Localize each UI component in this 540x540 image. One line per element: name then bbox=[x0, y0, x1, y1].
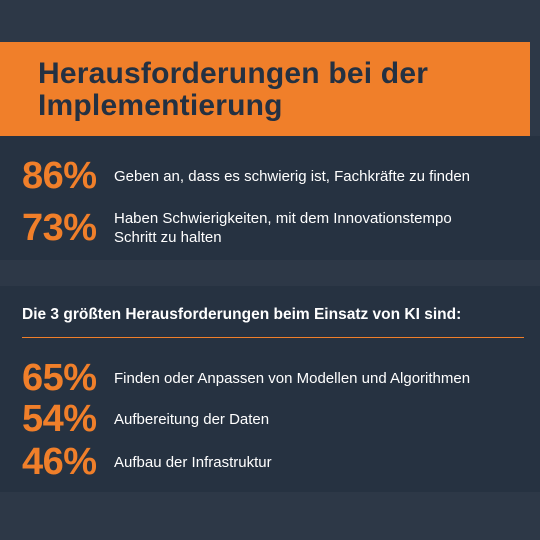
stat-row: 86% Geben an, dass es schwierig ist, Fac… bbox=[22, 154, 470, 198]
stat-description: Finden oder Anpassen von Modellen und Al… bbox=[114, 369, 471, 387]
bottom-stats-panel bbox=[0, 286, 540, 492]
stat-row: 46% Aufbau der Infrastruktur bbox=[22, 440, 272, 484]
stat-value: 86% bbox=[22, 154, 97, 197]
page-title: Herausforderungen bei der Implementierun… bbox=[38, 58, 508, 122]
stat-description: Haben Schwierigkeiten, mit dem Innovatio… bbox=[114, 209, 452, 247]
title-line-2: Implementierung bbox=[38, 89, 283, 122]
stat-row: 54% Aufbereitung der Daten bbox=[22, 397, 269, 441]
top-stats-panel bbox=[0, 136, 540, 260]
stat-value: 46% bbox=[22, 440, 97, 483]
stat-description: Geben an, dass es schwierig ist, Fachkrä… bbox=[114, 167, 471, 185]
stat-description: Aufbereitung der Daten bbox=[114, 410, 270, 428]
stat-description-line-2: Schritt zu halten bbox=[114, 229, 222, 246]
title-line-1: Herausforderungen bei der bbox=[38, 57, 429, 90]
orange-divider bbox=[22, 337, 524, 338]
stat-description-line-1: Haben Schwierigkeiten, mit dem Innovatio… bbox=[114, 210, 452, 227]
stat-value: 73% bbox=[22, 206, 97, 249]
stat-value: 65% bbox=[22, 356, 97, 399]
title-band bbox=[0, 42, 530, 136]
stat-value: 54% bbox=[22, 397, 97, 440]
stat-description: Aufbau der Infrastruktur bbox=[114, 453, 272, 471]
stat-row: 65% Finden oder Anpassen von Modellen un… bbox=[22, 356, 470, 400]
section-subheading: Die 3 größten Herausforderungen beim Ein… bbox=[22, 306, 462, 323]
stat-row: 73% Haben Schwierigkeiten, mit dem Innov… bbox=[22, 205, 452, 251]
